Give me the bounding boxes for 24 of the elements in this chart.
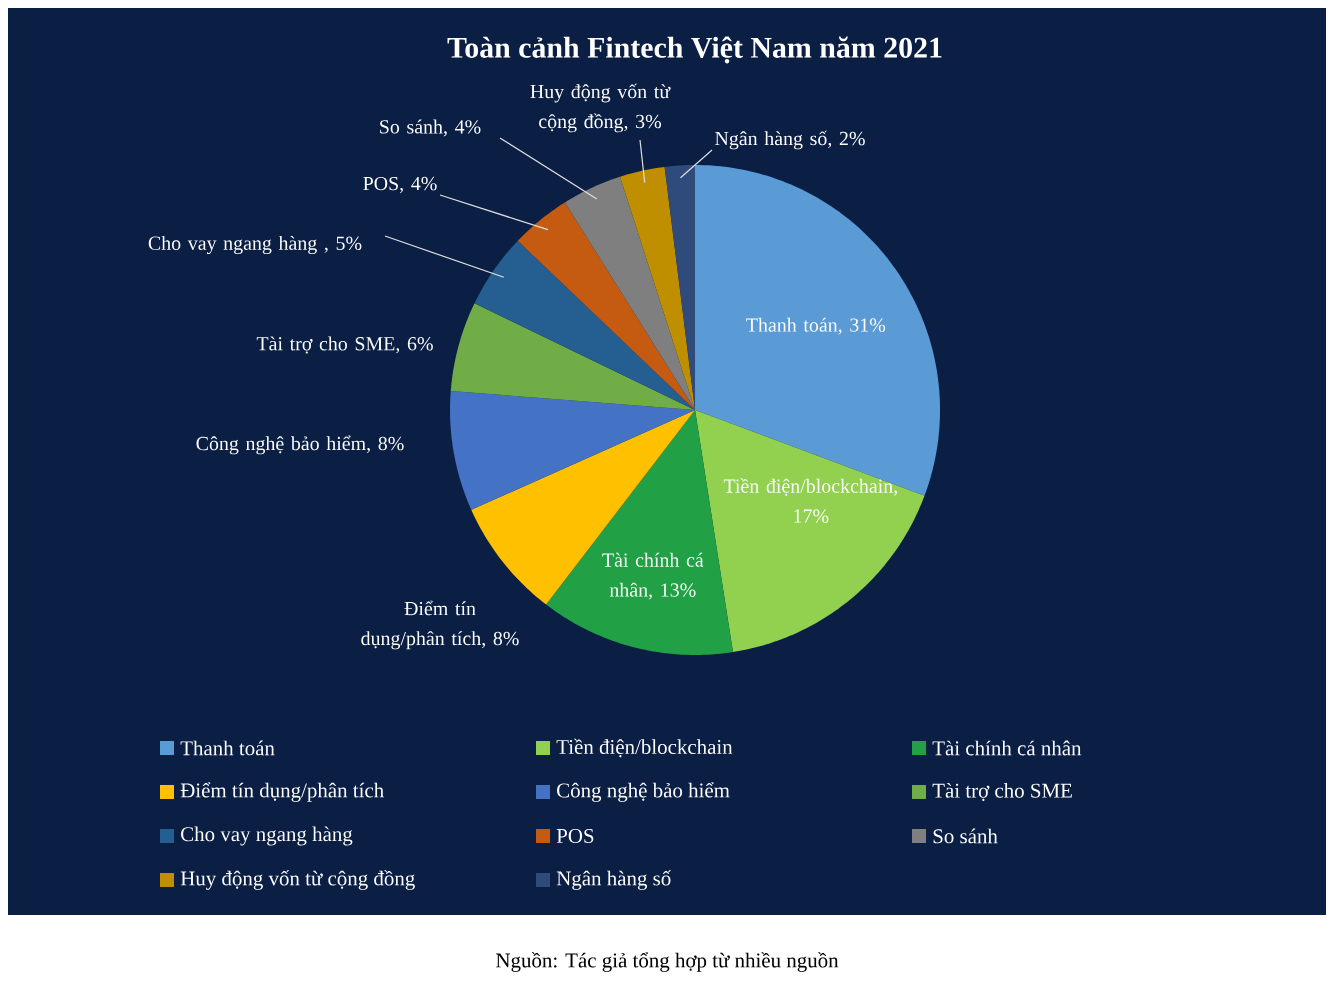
legend-label: Công nghệ bảo hiểm <box>557 782 730 802</box>
legend-label: Cho vay ngang hàng <box>181 826 353 846</box>
data-label: Ngân hàng số, 2% <box>715 130 865 150</box>
legend-label: Thanh toán <box>180 740 275 756</box>
legend-label: Tài chính cá nhân <box>932 740 1082 756</box>
data-label: POS, 4% <box>363 176 437 194</box>
data-label: Huy động vốn từ cộng đồng, 3% <box>530 83 671 133</box>
legend-label: Ngân hàng số <box>556 870 671 890</box>
legend-label: Điểm tín dụng/phân tích <box>180 782 384 802</box>
legend-label: Tiền điện/blockchain <box>556 738 733 758</box>
data-label: Tài trợ cho SME, 6% <box>256 336 433 354</box>
data-label: Thanh toán, 31% <box>746 317 886 335</box>
chart-title: Toàn cảnh Fintech Việt Nam năm 2021 <box>447 36 942 64</box>
data-label: Cho vay ngang hàng , 5% <box>148 235 362 255</box>
data-label: Điểm tín dụng/phân tích, 8% <box>361 600 519 650</box>
legend-label: Huy động vốn từ cộng đồng <box>180 870 415 890</box>
legend-label: POS <box>556 828 594 844</box>
data-label: Tiền điện/blockchain, 17% <box>723 478 897 523</box>
text: Nguồn: Tác giả tổng hợp từ nhiều nguồn <box>496 952 839 972</box>
data-label: Tài chính cá nhân, 13% <box>602 552 704 600</box>
data-label: Công nghệ bảo hiểm, 8% <box>196 435 404 455</box>
legend-label: Tài trợ cho SME <box>932 782 1072 802</box>
data-label: So sánh, 4% <box>380 119 481 137</box>
legend-label: So sánh <box>933 828 998 844</box>
